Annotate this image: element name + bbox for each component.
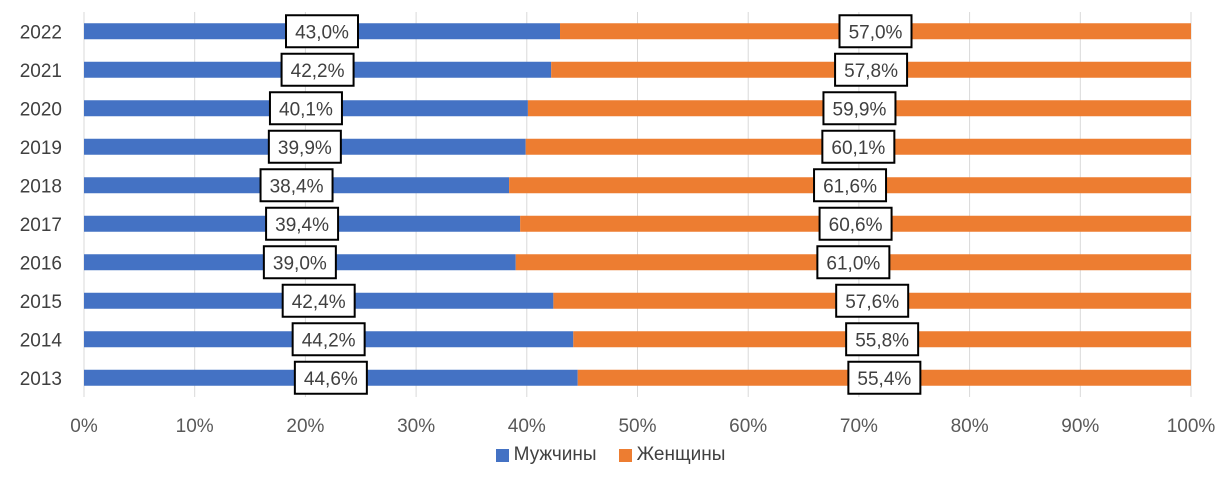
data-label: 38,4%: [270, 176, 324, 197]
data-label-box: [281, 283, 356, 318]
data-label: 61,6%: [823, 176, 877, 197]
data-label-box: [818, 206, 893, 241]
y-category-label: 2017: [20, 215, 62, 236]
data-label: 42,4%: [292, 292, 346, 313]
data-label-box: [280, 52, 355, 87]
data-labels: 43,0% 57,0% 42,2% 57,8% 40,1% 59,9% 39,9% 60,1%…: [259, 14, 922, 395]
x-tick-label: 50%: [618, 416, 656, 437]
x-tick-label: 40%: [508, 416, 546, 437]
data-label: 39,9%: [278, 138, 332, 159]
data-label: 42,2%: [291, 61, 345, 82]
legend-item-men: Мужчины: [495, 444, 597, 466]
y-category-label: 2020: [20, 99, 62, 120]
data-label-box: [265, 206, 340, 241]
data-label-box: [813, 168, 888, 203]
x-tick-label: 70%: [840, 416, 878, 437]
legend-swatch-men: [495, 448, 509, 462]
data-label: 59,9%: [833, 99, 887, 120]
chart-plot: 43,0% 57,0% 42,2% 57,8% 40,1% 59,9% 39,9% 60,1%…: [20, 12, 1215, 437]
legend-label-women: Женщины: [636, 444, 726, 465]
y-category-label: 2013: [20, 369, 62, 390]
data-label: 60,6%: [829, 215, 883, 236]
y-category-label: 2018: [20, 176, 62, 197]
data-label-box: [847, 360, 922, 395]
data-label-box: [821, 129, 896, 164]
data-label-box: [838, 14, 913, 49]
data-label: 55,8%: [855, 330, 909, 351]
data-label-box: [291, 322, 366, 357]
data-label: 57,8%: [844, 61, 898, 82]
legend-item-women: Женщины: [618, 444, 726, 466]
y-category-label: 2016: [20, 253, 62, 274]
y-axis-labels: 2022 2021 2020 2019 2018 2017 2016 2015 2014 2013: [20, 22, 63, 390]
data-label: 40,1%: [279, 99, 333, 120]
data-label: 39,0%: [273, 253, 327, 274]
x-tick-label: 90%: [1061, 416, 1099, 437]
x-axis-labels: 0% 10% 20% 30% 40% 50% 60% 70% 80% 90% 100%: [70, 416, 1215, 437]
data-label: 44,2%: [302, 330, 356, 351]
legend-swatch-women: [618, 448, 632, 462]
data-label-box: [285, 14, 360, 49]
y-category-label: 2015: [20, 292, 62, 313]
x-tick-label: 0%: [70, 416, 98, 437]
x-tick-label: 10%: [176, 416, 214, 437]
data-label-box: [822, 91, 897, 126]
data-label-box: [845, 322, 920, 357]
x-tick-label: 20%: [286, 416, 324, 437]
data-label: 44,6%: [304, 369, 358, 390]
data-label: 57,6%: [845, 292, 899, 313]
data-label: 55,4%: [857, 369, 911, 390]
data-label: 39,4%: [275, 215, 329, 236]
y-category-label: 2022: [20, 22, 62, 43]
y-category-label: 2019: [20, 138, 62, 159]
data-label-box: [268, 91, 343, 126]
data-label-box: [816, 245, 891, 280]
data-label: 61,0%: [826, 253, 880, 274]
data-label-box: [834, 52, 909, 87]
x-tick-label: 60%: [729, 416, 767, 437]
x-tick-label: 100%: [1167, 416, 1216, 437]
y-category-label: 2014: [20, 330, 63, 351]
data-label-box: [835, 283, 910, 318]
data-label-box: [267, 129, 342, 164]
data-label-box: [293, 360, 368, 395]
data-label: 43,0%: [295, 22, 349, 43]
data-label: 57,0%: [849, 22, 903, 43]
y-category-label: 2021: [20, 61, 62, 82]
data-label: 60,1%: [831, 138, 885, 159]
legend-label-men: Мужчины: [513, 444, 597, 465]
data-label-box: [262, 245, 337, 280]
legend: Мужчины Женщины: [0, 444, 1221, 466]
x-tick-label: 80%: [951, 416, 989, 437]
x-tick-label: 30%: [397, 416, 435, 437]
data-label-box: [259, 168, 334, 203]
